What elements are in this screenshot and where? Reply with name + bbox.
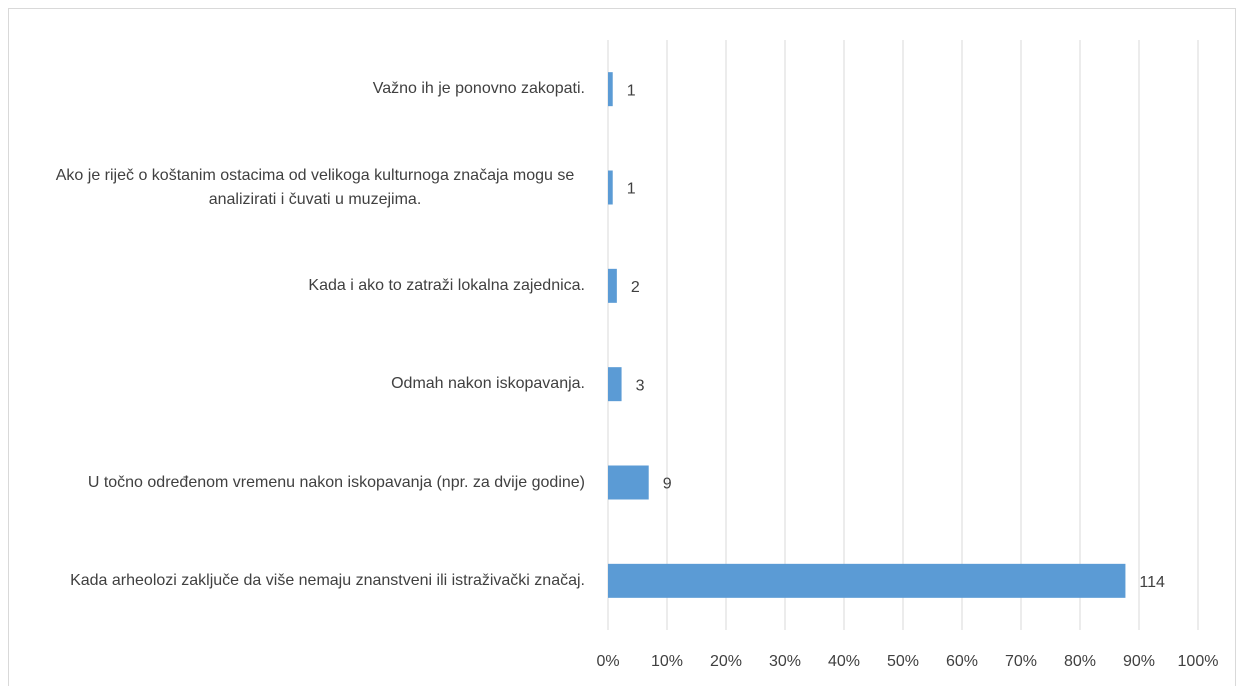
- x-tick-label: 80%: [1064, 653, 1096, 670]
- chart-border: [8, 8, 1236, 686]
- y-tick-label: Važno ih je ponovno zakopati.: [372, 80, 585, 98]
- bar: [608, 563, 1126, 598]
- bar: [608, 367, 622, 402]
- x-tick-label: 100%: [1178, 653, 1219, 670]
- y-tick-label: Odmah nakon iskopavanja.: [391, 375, 585, 393]
- y-tick-label: Kada arheolozi zaključe da više nemaju z…: [70, 571, 585, 589]
- category-label-box: Kada i ako to zatraži lokalna zajednica.: [25, 246, 585, 326]
- bar: [608, 268, 617, 303]
- bar: [608, 465, 649, 500]
- value-label: 1: [627, 82, 636, 99]
- x-tick-label: 60%: [946, 653, 978, 670]
- category-label-box: Ako je riječ o koštanim ostacima od veli…: [25, 148, 585, 228]
- value-label: 2: [631, 279, 640, 296]
- category-label-box: Važno ih je ponovno zakopati.: [25, 49, 585, 129]
- x-tick-label: 50%: [887, 653, 919, 670]
- value-label: 1: [627, 181, 636, 198]
- category-label-box: Kada arheolozi zaključe da više nemaju z…: [25, 541, 585, 621]
- y-tick-label: U točno određenom vremenu nakon iskopava…: [87, 473, 585, 491]
- x-tick-label: 20%: [710, 653, 742, 670]
- value-label: 114: [1139, 574, 1165, 591]
- category-label-box: Odmah nakon iskopavanja.: [25, 344, 585, 424]
- y-tick-label: Ako je riječ o koštanim ostacima od veli…: [55, 166, 575, 208]
- category-label-box: U točno određenom vremenu nakon iskopava…: [25, 443, 585, 523]
- bar: [608, 170, 613, 205]
- x-tick-label: 40%: [828, 653, 860, 670]
- bar: [608, 72, 613, 107]
- value-label: 9: [663, 476, 672, 493]
- y-tick-label: Kada i ako to zatraži lokalna zajednica.: [308, 276, 585, 294]
- value-label: 3: [636, 377, 645, 394]
- x-tick-label: 90%: [1123, 653, 1155, 670]
- x-tick-label: 70%: [1005, 653, 1037, 670]
- x-tick-label: 30%: [769, 653, 801, 670]
- x-tick-label: 0%: [596, 653, 619, 670]
- x-tick-label: 10%: [651, 653, 683, 670]
